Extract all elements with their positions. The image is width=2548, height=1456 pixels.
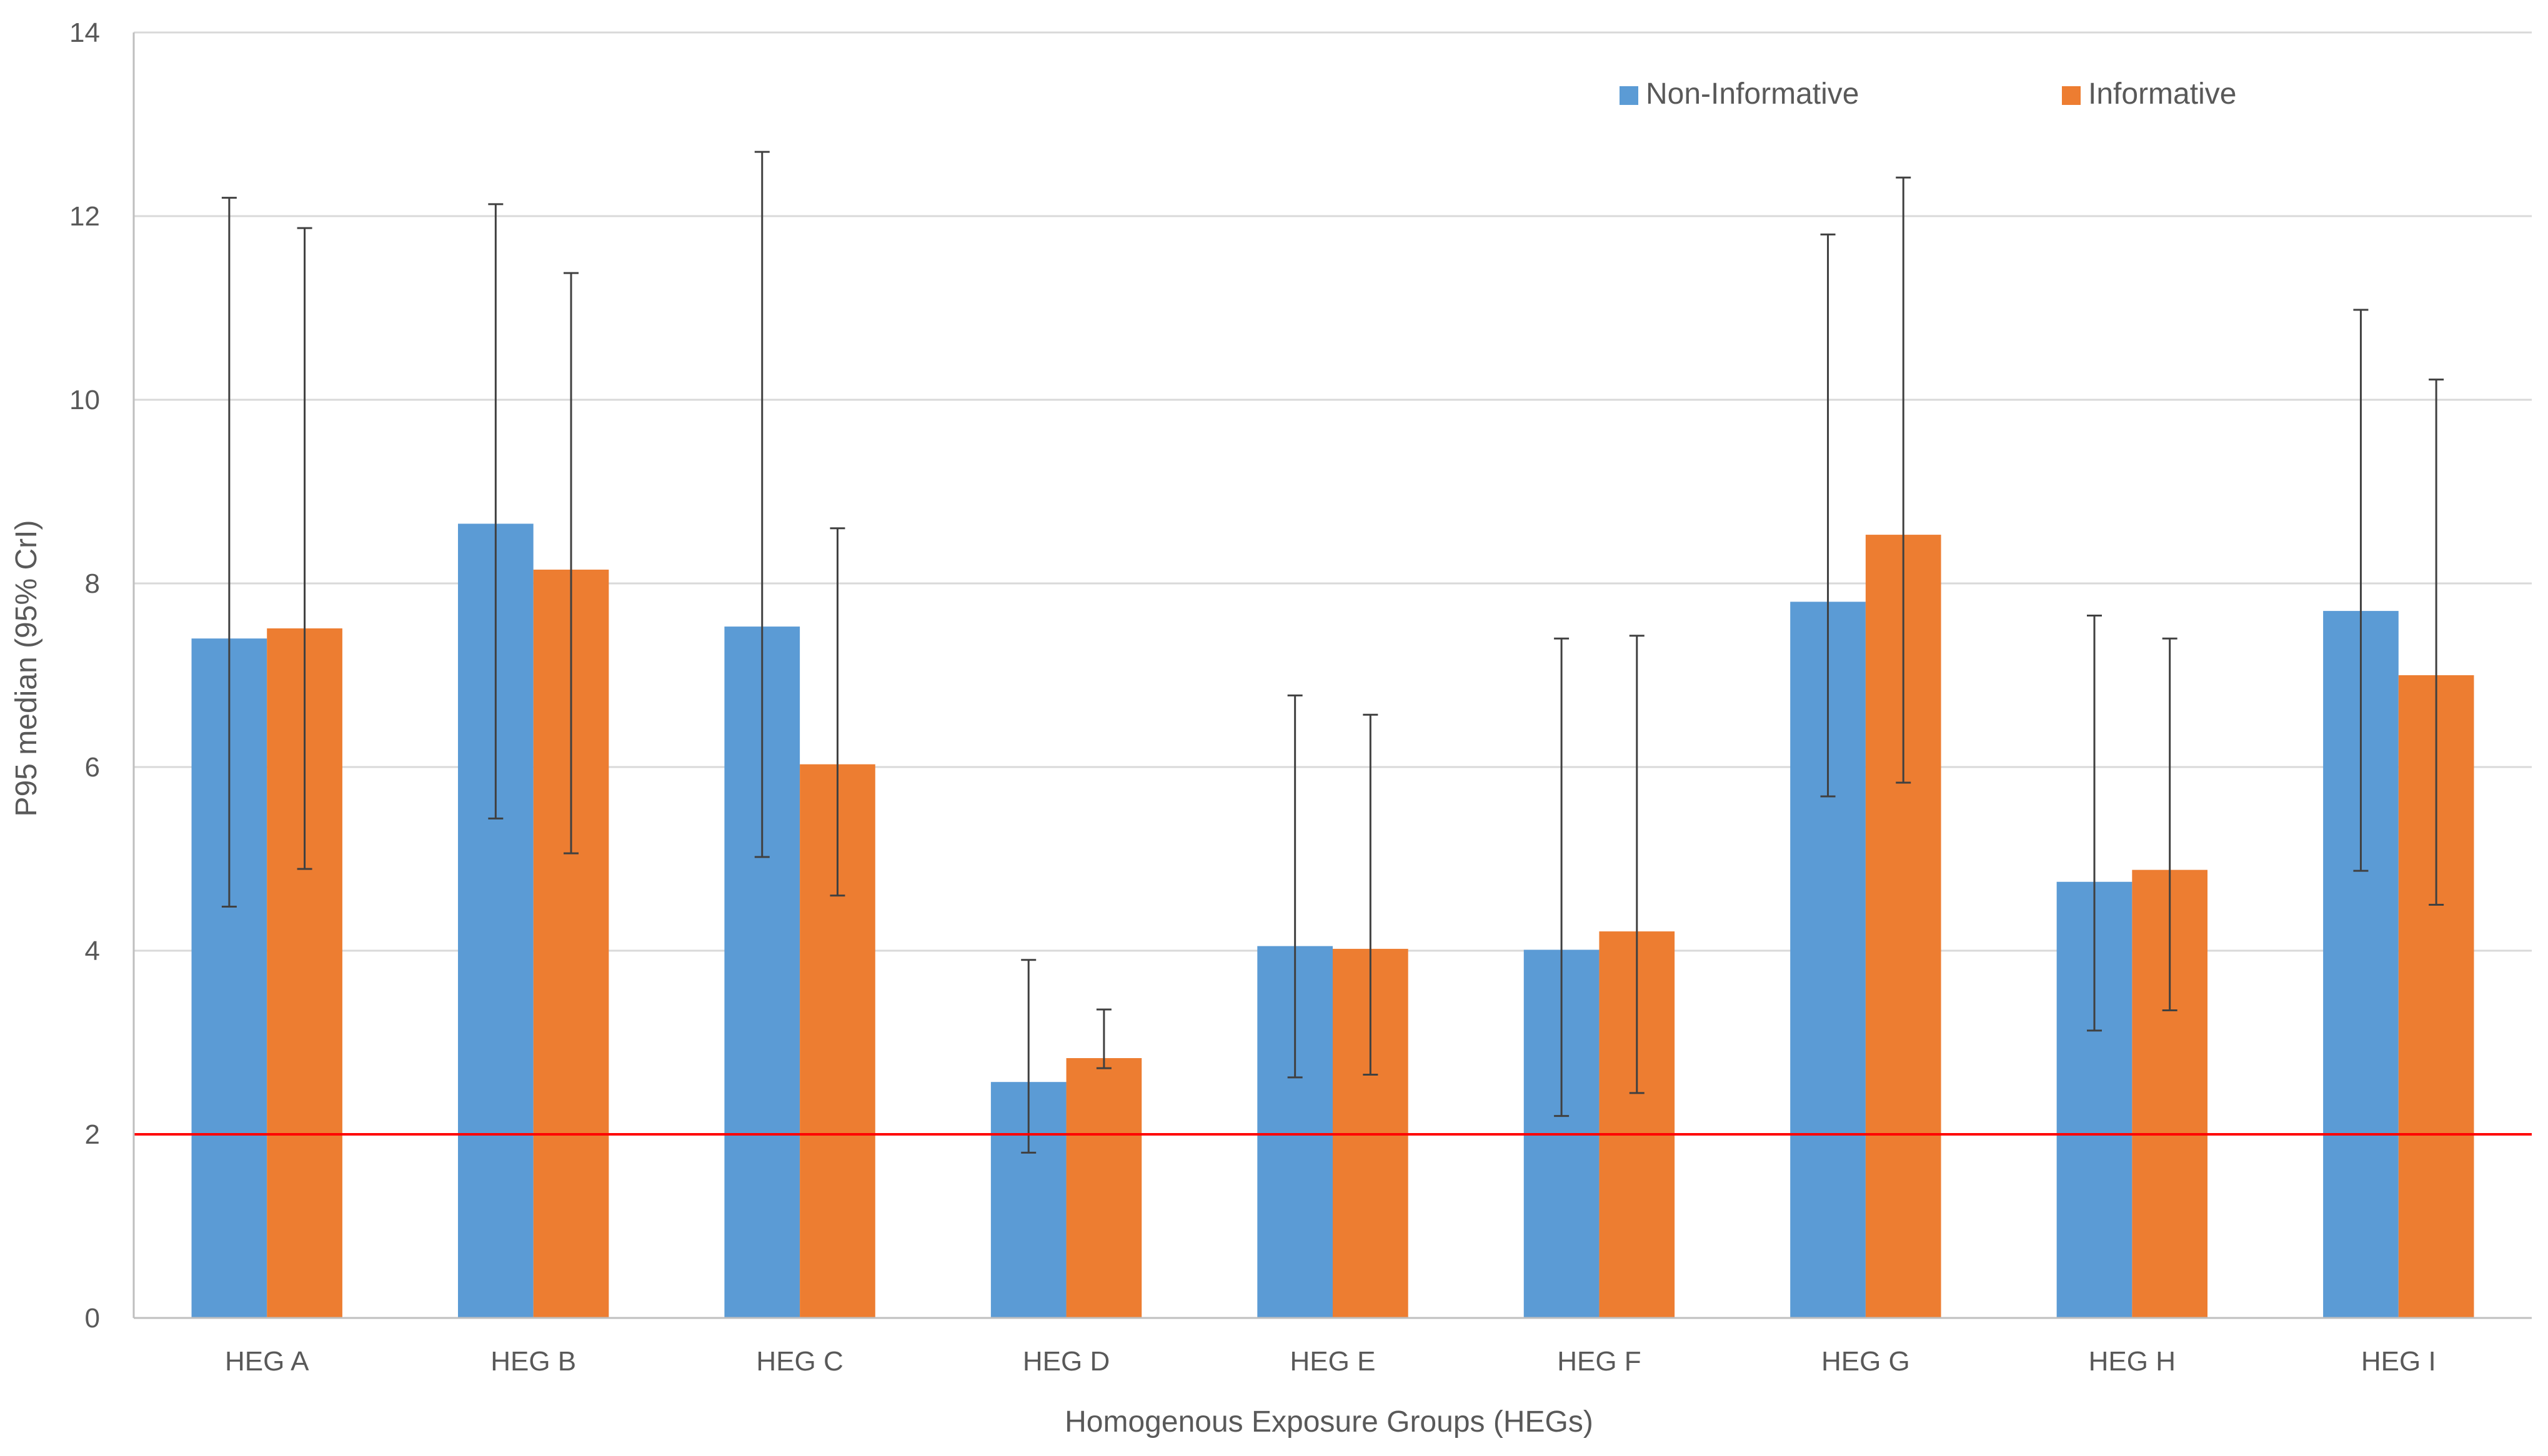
legend-label-non-informative: Non-Informative	[1646, 77, 1859, 111]
bars	[191, 523, 2474, 1319]
x-tick-label-heg-c: HEG C	[756, 1346, 843, 1377]
x-tick-label-heg-f: HEG F	[1557, 1346, 1641, 1377]
bar-heg-d-informative	[1066, 1057, 1142, 1318]
x-tick-label-heg-a: HEG A	[225, 1346, 309, 1377]
y-tick-label-14: 14	[69, 17, 100, 48]
legend-swatch-non-informative	[1620, 86, 1638, 105]
legend-label-informative: Informative	[2088, 77, 2236, 111]
y-tick-label-0: 0	[85, 1303, 100, 1334]
x-tick-label-heg-i: HEG I	[2361, 1346, 2436, 1377]
x-axis-title: Homogenous Exposure Groups (HEGs)	[1065, 1405, 1593, 1439]
y-axis-title: P95 median (95% CrI)	[10, 520, 43, 817]
x-tick-label-heg-e: HEG E	[1290, 1346, 1376, 1377]
x-tick-label-heg-b: HEG B	[490, 1346, 576, 1377]
y-tick-label-10: 10	[69, 385, 100, 415]
x-tick-label-heg-h: HEG H	[2089, 1346, 2176, 1377]
y-tick-label-6: 6	[85, 752, 100, 783]
y-tick-label-12: 12	[69, 201, 100, 232]
x-tick-label-heg-d: HEG D	[1023, 1346, 1110, 1377]
x-tick-label-heg-g: HEG G	[1821, 1346, 1910, 1377]
legend: Non-Informative Informative	[1620, 77, 2236, 111]
error-bars	[221, 151, 2444, 1154]
y-tick-label-4: 4	[85, 936, 100, 966]
y-tick-label-2: 2	[85, 1119, 100, 1150]
y-tick-label-8: 8	[85, 568, 100, 599]
tick-labels: 0 2 4 6 8 10 12 14 HEG A HEG B HEG C HEG D HEG E HEG …	[69, 17, 2436, 1377]
legend-swatch-informative	[2062, 86, 2081, 105]
axes	[132, 32, 2532, 1319]
